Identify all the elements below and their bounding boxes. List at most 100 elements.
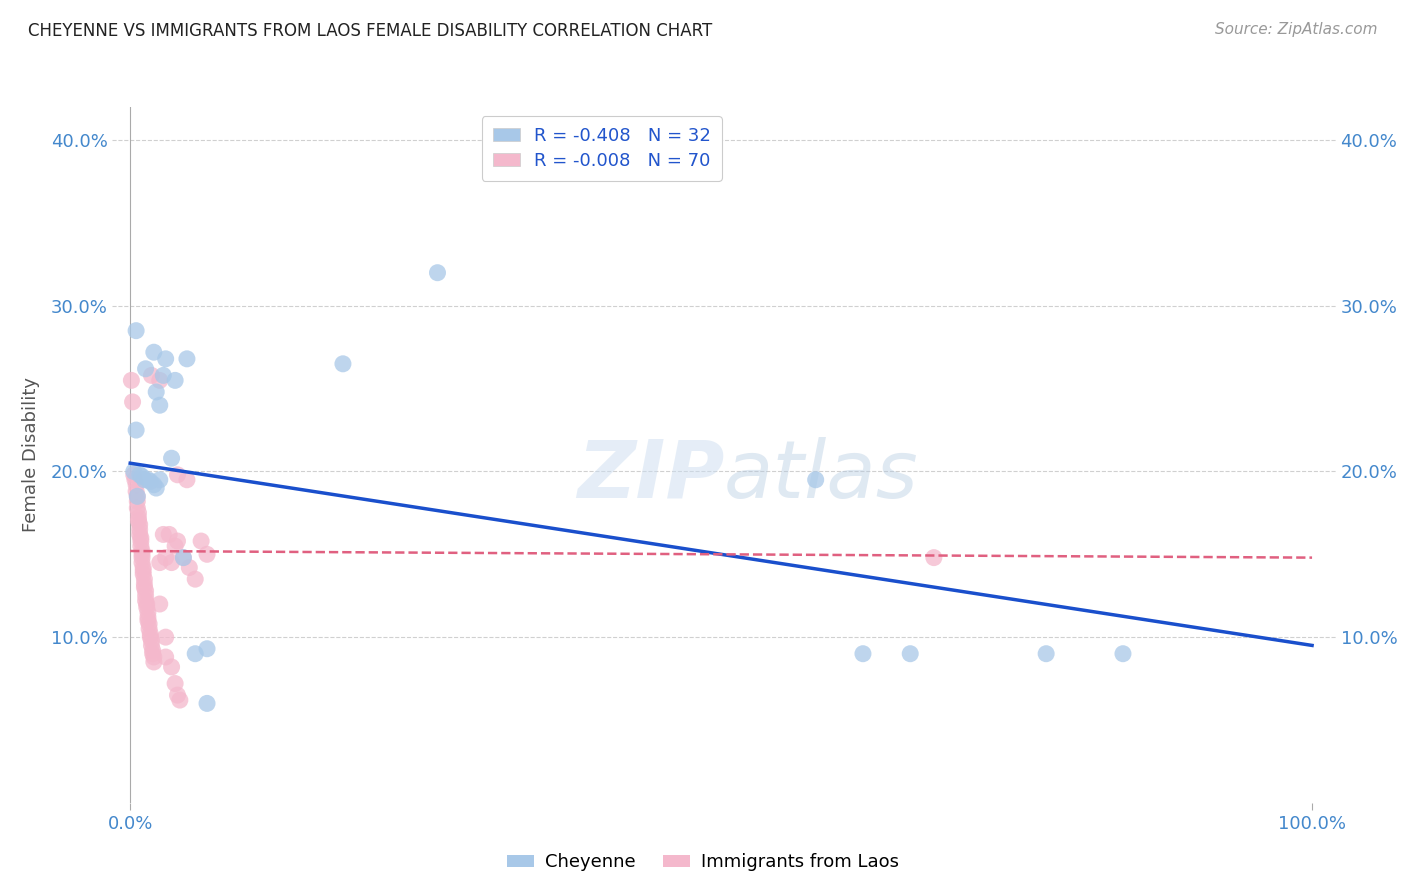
Point bbox=[132, 564, 155, 578]
Point bbox=[131, 544, 153, 558]
Point bbox=[135, 600, 157, 615]
Point bbox=[139, 630, 162, 644]
Point bbox=[922, 550, 945, 565]
Point bbox=[145, 481, 167, 495]
Point bbox=[135, 583, 157, 598]
Point bbox=[152, 527, 174, 541]
Text: atlas: atlas bbox=[724, 437, 920, 515]
Point bbox=[128, 527, 150, 541]
Point bbox=[142, 655, 165, 669]
Point bbox=[149, 373, 172, 387]
Legend: R = -0.408   N = 32, R = -0.008   N = 70: R = -0.408 N = 32, R = -0.008 N = 70 bbox=[482, 116, 721, 181]
Point bbox=[138, 616, 160, 631]
Point bbox=[129, 539, 152, 553]
Point bbox=[134, 581, 156, 595]
Point bbox=[125, 477, 148, 491]
Point bbox=[129, 534, 152, 549]
Text: CHEYENNE VS IMMIGRANTS FROM LAOS FEMALE DISABILITY CORRELATION CHART: CHEYENNE VS IMMIGRANTS FROM LAOS FEMALE … bbox=[28, 22, 713, 40]
Point bbox=[131, 550, 153, 565]
Point bbox=[142, 650, 165, 665]
Point bbox=[127, 489, 149, 503]
Point bbox=[135, 361, 157, 376]
Point bbox=[136, 473, 159, 487]
Point bbox=[332, 357, 354, 371]
Point bbox=[135, 589, 157, 603]
Point bbox=[184, 572, 207, 586]
Point bbox=[132, 567, 155, 582]
Point bbox=[155, 550, 177, 565]
Point bbox=[165, 539, 187, 553]
Point bbox=[136, 605, 159, 619]
Point bbox=[165, 373, 187, 387]
Point bbox=[136, 614, 159, 628]
Point bbox=[1035, 647, 1057, 661]
Point bbox=[138, 622, 160, 636]
Point bbox=[166, 467, 188, 482]
Point bbox=[142, 643, 165, 657]
Point bbox=[128, 517, 150, 532]
Point bbox=[121, 395, 143, 409]
Point bbox=[127, 506, 149, 520]
Point bbox=[176, 351, 198, 366]
Point bbox=[124, 473, 146, 487]
Point bbox=[141, 368, 163, 383]
Point bbox=[127, 511, 149, 525]
Point bbox=[190, 534, 212, 549]
Point bbox=[176, 473, 198, 487]
Point bbox=[160, 556, 183, 570]
Point bbox=[142, 345, 165, 359]
Point bbox=[149, 556, 172, 570]
Point bbox=[132, 560, 155, 574]
Text: Source: ZipAtlas.com: Source: ZipAtlas.com bbox=[1215, 22, 1378, 37]
Point bbox=[195, 697, 218, 711]
Point bbox=[155, 650, 177, 665]
Point bbox=[136, 610, 159, 624]
Point bbox=[160, 660, 183, 674]
Point bbox=[160, 451, 183, 466]
Point bbox=[142, 477, 165, 491]
Point bbox=[898, 647, 921, 661]
Point bbox=[125, 324, 148, 338]
Point bbox=[129, 531, 152, 545]
Point bbox=[134, 473, 156, 487]
Point bbox=[122, 467, 145, 482]
Point bbox=[157, 527, 180, 541]
Point bbox=[142, 647, 165, 661]
Point bbox=[131, 556, 153, 570]
Point bbox=[125, 484, 148, 499]
Point bbox=[127, 514, 149, 528]
Point bbox=[139, 627, 162, 641]
Point bbox=[145, 384, 167, 399]
Y-axis label: Female Disability: Female Disability bbox=[21, 377, 39, 533]
Point bbox=[122, 465, 145, 479]
Point bbox=[141, 639, 163, 653]
Legend: Cheyenne, Immigrants from Laos: Cheyenne, Immigrants from Laos bbox=[501, 847, 905, 879]
Point bbox=[172, 550, 194, 565]
Point bbox=[125, 423, 148, 437]
Point bbox=[135, 593, 157, 607]
Point bbox=[166, 534, 188, 549]
Point bbox=[852, 647, 875, 661]
Point bbox=[804, 473, 827, 487]
Point bbox=[127, 489, 149, 503]
Point bbox=[1112, 647, 1135, 661]
Point bbox=[195, 641, 218, 656]
Point bbox=[131, 469, 153, 483]
Point bbox=[127, 500, 149, 515]
Point bbox=[149, 597, 172, 611]
Point bbox=[166, 688, 188, 702]
Point bbox=[184, 647, 207, 661]
Point bbox=[134, 577, 156, 591]
Point bbox=[135, 597, 157, 611]
Text: ZIP: ZIP bbox=[576, 437, 724, 515]
Point bbox=[149, 473, 172, 487]
Point bbox=[131, 547, 153, 561]
Point bbox=[128, 467, 150, 482]
Point bbox=[152, 368, 174, 383]
Point bbox=[426, 266, 449, 280]
Point bbox=[127, 494, 149, 508]
Point bbox=[128, 523, 150, 537]
Point bbox=[120, 373, 142, 387]
Point bbox=[165, 676, 187, 690]
Point bbox=[141, 633, 163, 648]
